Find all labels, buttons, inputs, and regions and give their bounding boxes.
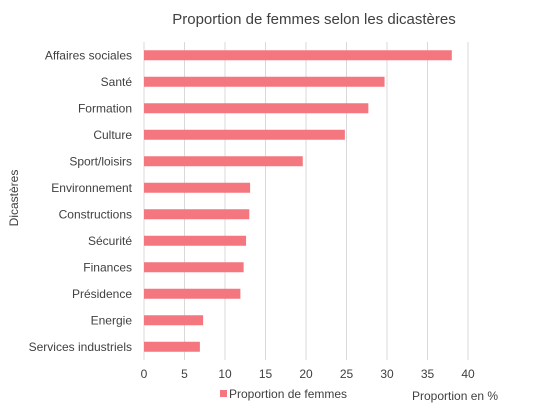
category-label: Environnement [51,181,132,195]
x-tick-label: 5 [181,367,188,381]
bar [144,341,200,352]
category-label: Formation [78,101,132,115]
category-labels: Affaires sociales Santé Formation Culture Sp… [29,48,133,354]
bar [144,129,345,140]
legend-label: Proportion de femmes [229,387,347,401]
legend-swatch [220,390,227,397]
bar [144,103,369,114]
y-axis-label: Dicastères [7,170,21,227]
gridlines [143,42,469,360]
category-label: Affaires sociales [45,48,132,62]
category-label: Finances [83,260,132,274]
bar [144,209,250,220]
category-label: Santé [101,75,133,89]
bar [144,262,244,273]
chart-title: Proportion de femmes selon les dicastère… [172,11,455,28]
bar [144,76,385,87]
category-label: Culture [93,128,132,142]
bar [144,182,251,193]
x-tick-label: 15 [259,367,273,381]
bar [144,315,204,326]
legend: Proportion de femmes [220,387,347,401]
bars [144,50,452,352]
x-tick-label: 35 [421,367,435,381]
x-tick-label: 40 [461,367,475,381]
bar [144,288,241,299]
x-tick-label: 10 [218,367,232,381]
x-tick-label: 25 [340,367,354,381]
category-label: Constructions [59,207,132,221]
bar [144,50,452,61]
category-label: Energie [91,313,133,327]
category-label: Sport/loisirs [69,154,132,168]
x-tick-label: 0 [141,367,148,381]
x-tick-labels: 0 5 10 15 20 25 30 35 40 [141,367,475,381]
bar [144,235,247,246]
x-axis-label: Proportion en % [412,389,498,403]
bar [144,156,303,167]
x-tick-label: 20 [299,367,313,381]
category-label: Sécurité [88,234,132,248]
category-label: Présidence [72,287,132,301]
category-label: Services industriels [29,340,132,354]
x-tick-label: 30 [380,367,394,381]
